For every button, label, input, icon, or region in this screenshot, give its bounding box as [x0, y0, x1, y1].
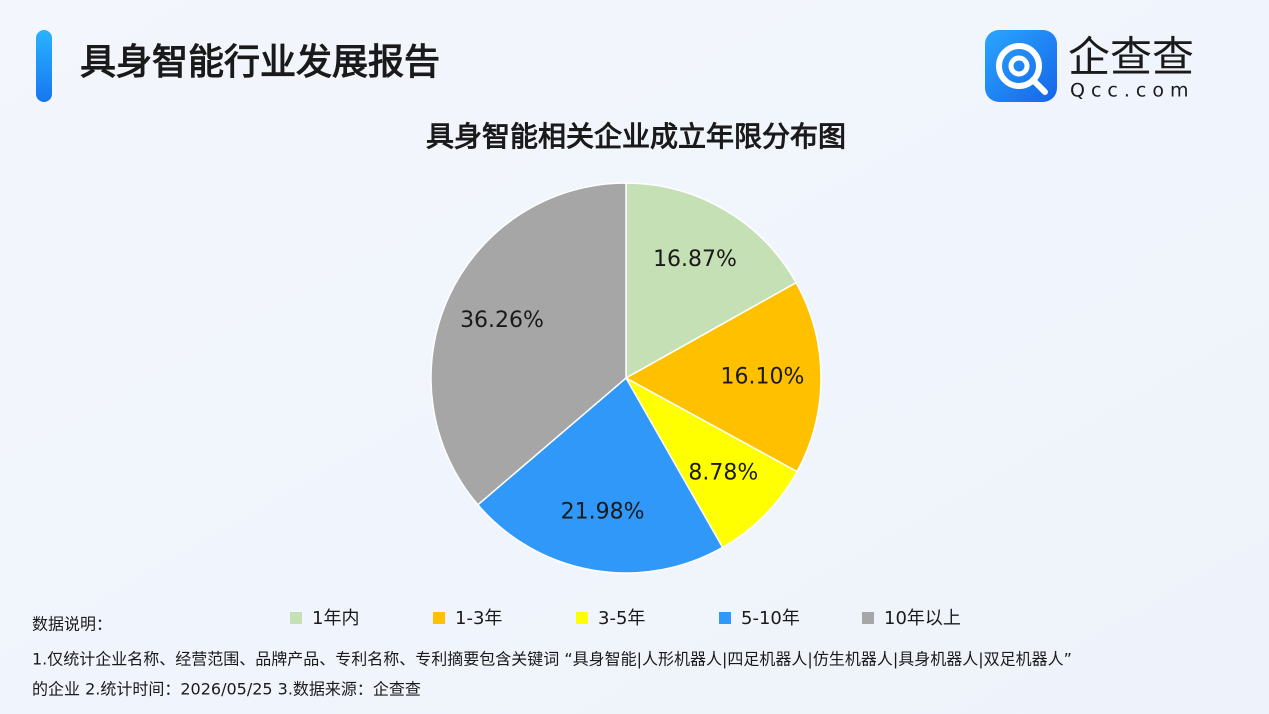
legend-swatch [862, 612, 874, 624]
title-accent [36, 30, 52, 102]
legend-label: 1-3年 [455, 608, 502, 629]
pie-slice [430, 182, 627, 506]
pie-slice [476, 376, 724, 574]
logo-tail [1030, 77, 1048, 95]
legend-label: 1年内 [312, 608, 359, 629]
pie-slice [625, 182, 798, 380]
legend-label: 5-10年 [741, 608, 800, 629]
data-label: 36.26% [460, 308, 544, 333]
legend-label: 3-5年 [598, 608, 645, 629]
brand-name: 企查查 [1068, 33, 1194, 82]
data-label: 21.98% [561, 499, 645, 524]
logo-ring [1008, 55, 1030, 77]
legend-label: 10年以上 [884, 608, 961, 629]
legend-swatch [433, 612, 445, 624]
notes-label: 数据说明： [32, 615, 112, 634]
legend-swatch [576, 612, 588, 624]
legend-swatch [719, 612, 731, 624]
chart-title: 具身智能相关企业成立年限分布图 [426, 120, 846, 153]
legend-swatch [290, 612, 302, 624]
data-label: 16.87% [653, 247, 737, 272]
data-label: 16.10% [721, 364, 805, 389]
note-line: 1.仅统计企业名称、经营范围、品牌产品、专利名称、专利摘要包含关键词 “具身智能… [32, 650, 1072, 669]
logo-ring [996, 43, 1042, 89]
page-title: 具身智能行业发展报告 [80, 42, 440, 83]
data-label: 8.78% [688, 461, 758, 486]
pie-slice [624, 281, 822, 473]
pie-slice [624, 376, 799, 549]
note-line: 的企业 2.统计时间：2026/05/25 3.数据来源：企查查 [32, 680, 421, 699]
brand-domain: Qcc.com [1070, 80, 1194, 102]
